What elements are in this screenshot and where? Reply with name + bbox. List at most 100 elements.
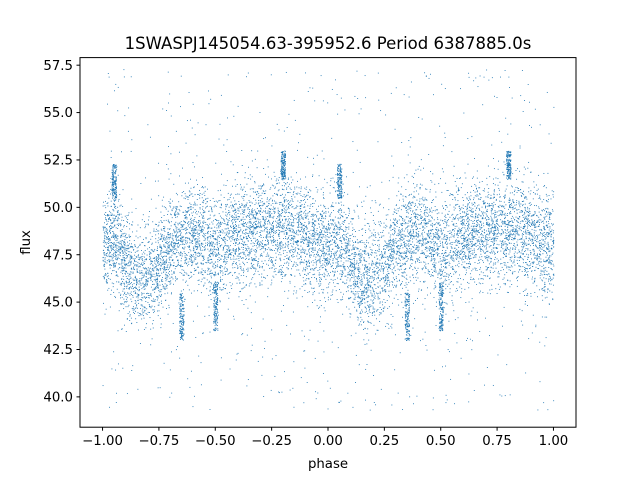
data-point bbox=[209, 286, 211, 288]
data-point bbox=[164, 269, 166, 271]
data-point bbox=[344, 275, 346, 277]
data-point bbox=[487, 197, 489, 198]
data-point bbox=[282, 230, 284, 232]
data-point bbox=[115, 255, 117, 257]
data-point bbox=[168, 247, 170, 249]
data-point bbox=[510, 178, 512, 180]
data-point bbox=[545, 221, 547, 223]
data-point bbox=[142, 241, 144, 243]
data-point bbox=[515, 216, 517, 218]
data-point bbox=[517, 234, 519, 236]
data-point bbox=[209, 217, 211, 219]
data-point bbox=[544, 216, 546, 218]
data-point bbox=[250, 243, 252, 245]
data-point bbox=[512, 230, 514, 232]
data-point bbox=[400, 265, 401, 267]
data-point bbox=[235, 262, 237, 264]
data-point bbox=[191, 193, 193, 195]
data-point bbox=[364, 284, 366, 286]
data-point bbox=[327, 257, 328, 259]
data-point bbox=[348, 238, 349, 240]
data-point bbox=[369, 277, 371, 279]
data-point bbox=[433, 258, 435, 260]
data-point bbox=[392, 251, 394, 253]
data-point bbox=[377, 298, 379, 300]
data-point bbox=[471, 177, 473, 179]
data-point bbox=[405, 208, 407, 209]
data-point bbox=[538, 289, 540, 291]
data-point bbox=[426, 256, 428, 258]
data-point bbox=[444, 209, 446, 211]
data-point bbox=[461, 207, 463, 209]
data-point bbox=[368, 307, 370, 309]
data-point bbox=[418, 203, 420, 205]
data-point bbox=[474, 184, 476, 186]
data-point bbox=[309, 248, 310, 250]
data-point bbox=[481, 234, 483, 236]
data-point bbox=[314, 238, 316, 240]
data-point bbox=[467, 163, 469, 165]
data-point bbox=[353, 261, 355, 263]
data-point bbox=[311, 248, 313, 250]
data-point bbox=[188, 275, 190, 277]
data-point bbox=[319, 249, 321, 251]
data-point bbox=[180, 238, 181, 240]
data-point bbox=[145, 271, 147, 273]
data-point bbox=[404, 236, 406, 237]
data-point bbox=[269, 188, 271, 190]
data-point bbox=[202, 212, 204, 214]
data-point bbox=[230, 254, 231, 256]
data-point bbox=[345, 247, 347, 249]
data-point bbox=[310, 238, 312, 240]
data-point bbox=[522, 252, 524, 254]
data-point bbox=[359, 282, 361, 284]
data-point bbox=[312, 219, 314, 221]
data-point bbox=[448, 264, 450, 266]
data-point bbox=[116, 288, 118, 290]
data-point bbox=[172, 259, 174, 261]
data-point bbox=[373, 279, 375, 281]
data-point bbox=[328, 253, 330, 255]
data-point bbox=[504, 223, 506, 225]
data-point bbox=[474, 243, 476, 245]
data-point bbox=[130, 261, 132, 263]
data-point bbox=[531, 270, 533, 272]
data-point bbox=[346, 245, 348, 247]
data-point bbox=[358, 295, 359, 297]
data-point bbox=[291, 203, 293, 205]
data-point bbox=[201, 243, 203, 245]
data-point bbox=[248, 247, 250, 249]
data-point bbox=[530, 222, 532, 224]
data-point bbox=[136, 270, 138, 272]
data-point bbox=[459, 257, 461, 259]
data-point bbox=[138, 329, 139, 331]
data-point bbox=[393, 257, 395, 259]
data-point bbox=[275, 247, 277, 249]
data-point bbox=[449, 239, 451, 241]
data-point bbox=[150, 306, 152, 308]
data-point bbox=[357, 301, 359, 302]
data-point bbox=[109, 245, 111, 247]
data-point bbox=[219, 226, 221, 227]
data-point bbox=[300, 257, 302, 258]
data-point bbox=[213, 263, 215, 265]
data-point bbox=[516, 285, 518, 287]
data-point bbox=[225, 204, 226, 206]
data-point bbox=[232, 274, 233, 276]
data-point bbox=[504, 262, 506, 264]
data-point bbox=[196, 213, 198, 215]
data-point bbox=[217, 254, 219, 256]
data-point bbox=[356, 278, 358, 279]
data-point bbox=[199, 212, 201, 214]
data-point bbox=[352, 258, 354, 259]
data-point bbox=[228, 249, 230, 251]
data-point bbox=[305, 266, 307, 268]
data-point bbox=[213, 220, 214, 222]
data-point bbox=[262, 243, 264, 245]
data-point bbox=[291, 238, 293, 240]
data-point bbox=[211, 209, 213, 210]
data-point bbox=[184, 259, 186, 261]
data-point bbox=[422, 267, 424, 269]
data-point bbox=[494, 253, 495, 255]
data-point bbox=[114, 262, 115, 264]
